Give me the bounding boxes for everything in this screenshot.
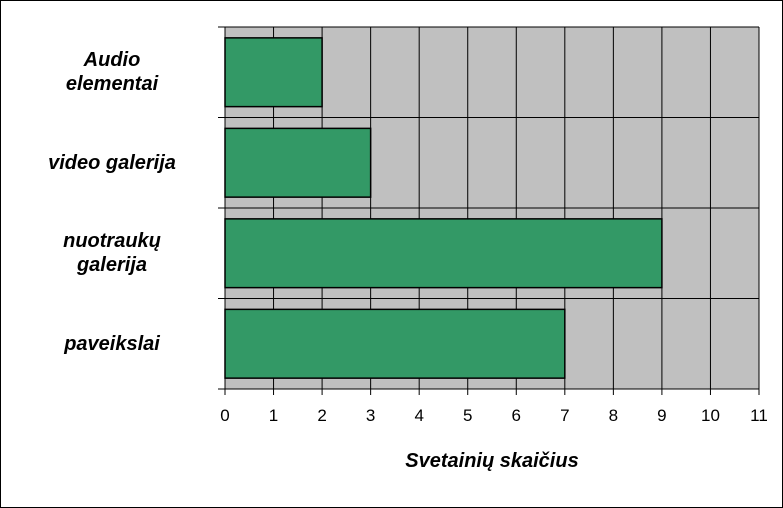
bar <box>224 37 323 108</box>
x-tick-label: 11 <box>750 406 768 425</box>
x-tick-label: 4 <box>414 406 423 425</box>
x-tick-label: 5 <box>463 406 472 425</box>
x-tick-label: 0 <box>220 406 229 425</box>
bar <box>224 127 372 198</box>
y-tick-label: video galerija <box>48 151 176 174</box>
x-tick-label: 10 <box>701 406 720 425</box>
x-tick-label: 6 <box>512 406 521 425</box>
bar <box>224 308 566 379</box>
x-tick-label: 8 <box>609 406 618 425</box>
x-tick-label: 2 <box>317 406 326 425</box>
y-tick-label: nuotraukų galerija <box>63 230 161 277</box>
x-tick-label: 1 <box>269 406 278 425</box>
x-axis-label: Svetainių skaičius <box>405 450 578 472</box>
bar <box>224 218 663 289</box>
x-tick-label: 9 <box>657 406 666 425</box>
y-tick-label: Audio elementai <box>65 49 159 96</box>
x-tick-label: 7 <box>560 406 569 425</box>
x-tick-label: 3 <box>366 406 375 425</box>
y-tick-label: paveikslai <box>64 332 160 355</box>
